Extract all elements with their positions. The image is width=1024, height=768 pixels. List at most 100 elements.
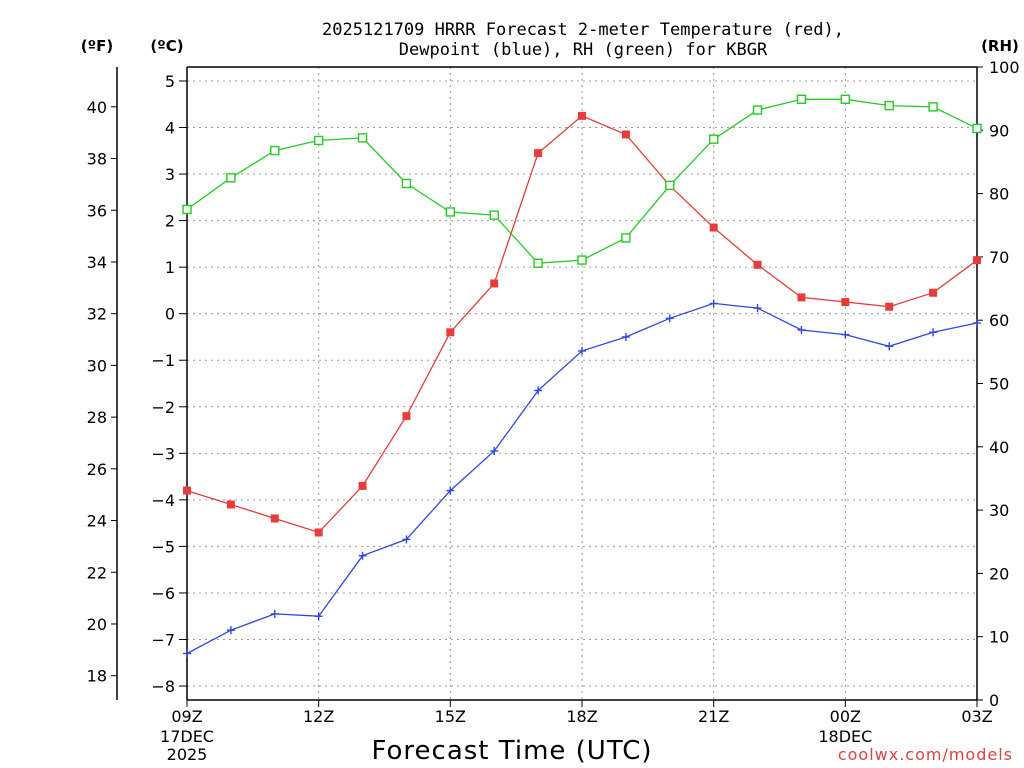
2-meter-temperature-point — [709, 223, 718, 232]
dewpoint-point — [446, 486, 455, 495]
celsius-tick-label: −2 — [151, 398, 175, 417]
x-axis-title: Forecast Time (UTC) — [371, 736, 652, 766]
dewpoint-point — [358, 551, 367, 560]
celsius-tick-label: 2 — [165, 212, 175, 231]
2-meter-temperature-point — [753, 260, 762, 269]
celsius-unit-label: (ºC) — [150, 37, 183, 55]
rh-tick-label: 100 — [989, 58, 1020, 77]
x-tick-label: 00Z — [830, 707, 861, 726]
rh-point — [928, 102, 938, 112]
rh-point — [445, 207, 456, 217]
2-meter-temperature-point — [490, 279, 499, 288]
fahrenheit-tick-label: 22 — [87, 563, 107, 582]
rh-tick-label: 60 — [989, 311, 1009, 330]
date-label: 17DEC — [160, 727, 214, 746]
fahrenheit-tick-label: 30 — [87, 356, 107, 375]
x-tick-label: 15Z — [435, 707, 466, 726]
dewpoint-point — [709, 299, 718, 308]
rh-point — [752, 105, 763, 115]
rh-tick-label: 0 — [989, 691, 999, 710]
dewpoint-point — [841, 330, 850, 339]
2-meter-temperature-point — [578, 111, 586, 120]
2-meter-temperature-point — [885, 302, 894, 311]
dewpoint-point — [270, 609, 279, 618]
celsius-tick-label: −7 — [151, 630, 175, 649]
fahrenheit-tick-label: 40 — [87, 98, 107, 117]
2-meter-temperature-point — [534, 149, 543, 158]
dewpoint-point — [183, 649, 191, 658]
rh-point — [226, 173, 236, 183]
dewpoint-point — [665, 314, 674, 323]
grid-lines — [186, 67, 978, 700]
rh-point — [577, 255, 587, 265]
rh-tick-label: 50 — [989, 375, 1009, 394]
fahrenheit-tick-label: 38 — [87, 150, 107, 169]
x-tick-label: 09Z — [171, 707, 202, 726]
rh-point — [840, 94, 851, 104]
credit-text: coolwx.com/models — [838, 745, 1013, 764]
celsius-tick-label: −3 — [151, 444, 175, 463]
celsius-tick-label: −6 — [151, 584, 175, 603]
celsius-tick-label: −5 — [151, 537, 175, 556]
2-meter-temperature-point — [446, 328, 455, 337]
data-series — [182, 94, 982, 658]
2-meter-temperature-point — [270, 514, 279, 523]
2-meter-temperature-point — [973, 256, 981, 265]
date-label: 18DEC — [818, 727, 872, 746]
celsius-tick-label: −4 — [151, 491, 175, 510]
rh-point — [182, 204, 192, 215]
2-meter-temperature-point — [841, 298, 850, 307]
chart-title-line1: 2025121709 HRRR Forecast 2-meter Tempera… — [322, 20, 844, 40]
rh-point — [708, 134, 719, 144]
celsius-tick-label: −1 — [151, 351, 175, 370]
x-tick-label: 18Z — [566, 707, 597, 726]
2-meter-temperature-point — [797, 293, 806, 302]
rh-point — [357, 133, 368, 143]
fahrenheit-tick-label: 28 — [87, 408, 107, 427]
rh-point — [533, 258, 543, 268]
x-tick-label: 21Z — [698, 707, 729, 726]
rh-point — [621, 233, 631, 243]
dewpoint-point — [621, 332, 630, 341]
dewpoint-point — [314, 612, 323, 621]
rh-tick-label: 40 — [989, 438, 1009, 457]
celsius-tick-label: 4 — [165, 119, 175, 138]
fahrenheit-tick-label: 18 — [87, 667, 107, 686]
fahrenheit-tick-label: 24 — [87, 512, 107, 531]
rh-tick-label: 80 — [989, 185, 1009, 204]
axes: 543210−1−2−3−4−5−6−7−8403836343230282624… — [87, 58, 1020, 764]
rh-tick-label: 20 — [989, 564, 1009, 583]
fahrenheit-tick-label: 36 — [87, 201, 107, 220]
rh-tick-label: 10 — [989, 628, 1009, 647]
2-meter-temperature-point — [226, 500, 235, 509]
fahrenheit-unit-label: (ºF) — [81, 37, 113, 55]
rh-point — [489, 210, 499, 220]
celsius-tick-label: −8 — [151, 677, 175, 696]
celsius-tick-label: 5 — [165, 72, 175, 91]
rh-unit-label: (RH) — [981, 37, 1019, 55]
fahrenheit-tick-label: 26 — [87, 460, 107, 479]
dewpoint-point — [490, 446, 499, 455]
dewpoint-point — [885, 342, 894, 351]
rh-tick-label: 30 — [989, 501, 1009, 520]
dewpoint-point — [226, 626, 235, 635]
celsius-tick-label: 0 — [165, 305, 175, 324]
rh-point — [401, 178, 412, 189]
2-meter-temperature-point — [314, 528, 323, 537]
rh-point — [884, 100, 894, 111]
dewpoint-point — [929, 328, 938, 337]
dewpoint-point — [973, 318, 981, 327]
2-meter-temperature-point — [183, 486, 191, 495]
dewpoint-point — [797, 325, 806, 334]
rh-tick-label: 70 — [989, 248, 1009, 267]
rh-point — [796, 94, 807, 104]
rh-point — [972, 123, 982, 134]
rh-point — [313, 135, 324, 146]
date-label: 2025 — [167, 745, 208, 764]
celsius-tick-label: 3 — [165, 165, 175, 184]
fahrenheit-tick-label: 32 — [87, 305, 107, 324]
chart-title-line2: Dewpoint (blue), RH (green) for KBGR — [399, 40, 768, 60]
rh-tick-label: 90 — [989, 121, 1009, 140]
dewpoint-point — [534, 386, 543, 395]
